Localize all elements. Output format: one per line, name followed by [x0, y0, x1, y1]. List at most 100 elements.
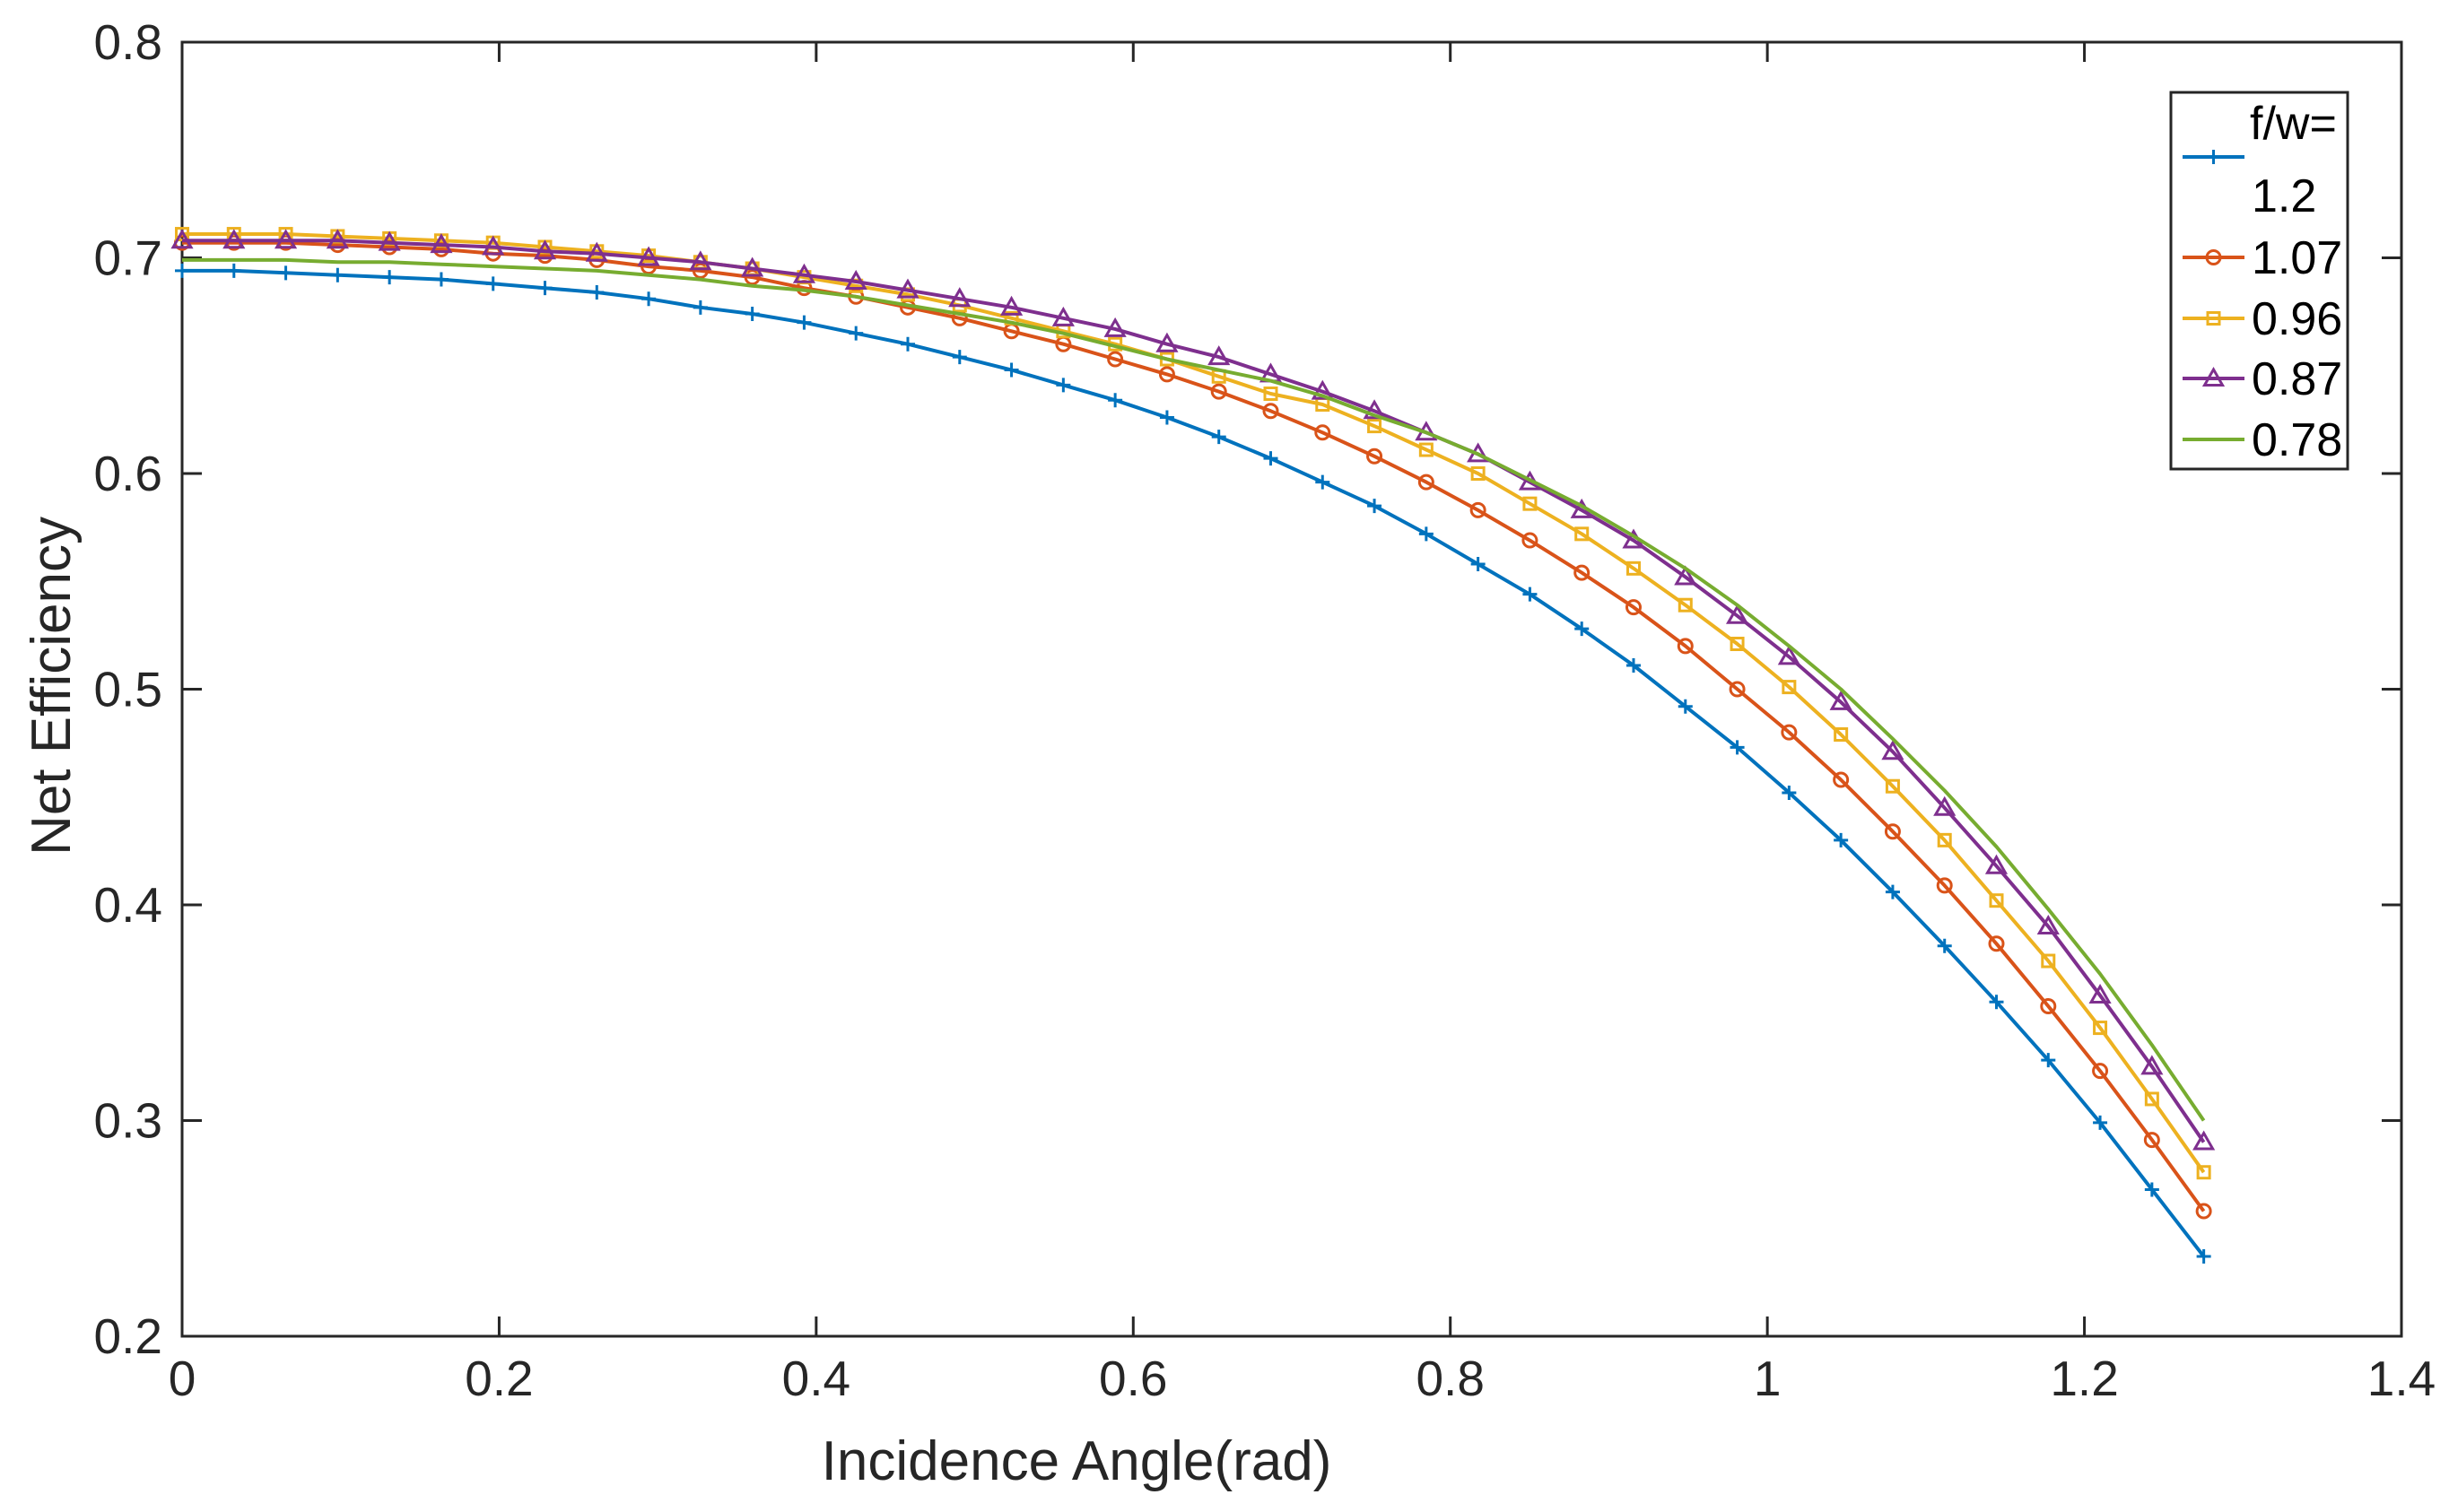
legend-title: f/w= [2250, 98, 2337, 150]
y-tick-label: 0.7 [94, 230, 162, 286]
data-point [1782, 680, 1797, 695]
data-point [326, 229, 349, 249]
data-point [1051, 306, 1075, 326]
y-tick-label: 0.6 [94, 446, 162, 501]
legend-label: 1.07 [2252, 232, 2342, 284]
data-point [952, 350, 967, 365]
data-point [1418, 526, 1434, 542]
data-point [430, 233, 453, 254]
data-point [1521, 532, 1538, 549]
y-tick-label: 0.4 [94, 877, 162, 933]
x-tick-label: 0.2 [465, 1351, 533, 1406]
y-tick-label: 0.8 [94, 14, 162, 70]
y-axis: 0.2 0.3 0.4 0.5 0.6 0.7 0.8 [94, 14, 2401, 1364]
data-point [849, 326, 864, 341]
data-point [1103, 317, 1127, 337]
legend-label: 0.87 [2252, 353, 2342, 405]
y-tick-label: 0.5 [94, 662, 162, 717]
data-point [1781, 724, 1798, 741]
data-point [274, 229, 298, 249]
data-point [1469, 501, 1486, 518]
data-point [2041, 953, 2056, 969]
data-point [844, 269, 867, 290]
y-tick-label: 0.2 [94, 1308, 162, 1364]
data-point [1315, 474, 1330, 490]
data-point [1777, 645, 1800, 665]
data-point [1367, 499, 1382, 514]
data-point [1834, 832, 1849, 847]
data-point [744, 269, 761, 286]
data-point [1730, 740, 1745, 755]
data-point [2192, 1130, 2216, 1151]
data-point [1263, 451, 1278, 466]
data-point [533, 239, 557, 260]
x-tick-label: 1.4 [2367, 1351, 2436, 1406]
data-point [999, 295, 1024, 316]
data-point [797, 315, 812, 330]
series-line [182, 239, 2206, 1143]
data-point [741, 256, 764, 277]
data-point [1988, 935, 2005, 952]
data-point [1834, 727, 1849, 743]
data-point [1211, 430, 1226, 445]
series-line [182, 240, 2206, 1212]
legend-marker [2205, 249, 2222, 265]
data-point [378, 230, 401, 251]
data-point [1574, 621, 1590, 637]
x-tick-label: 0.8 [1416, 1351, 1484, 1406]
data-point [1573, 564, 1591, 581]
data-point [1311, 379, 1334, 400]
data-point [1626, 658, 1641, 673]
plot-frame [180, 40, 2403, 1338]
series-line [182, 232, 2206, 1174]
x-axis-title: Incidence Angle(rad) [822, 1430, 1332, 1492]
legend-label: 1.2 [2252, 170, 2316, 222]
data-point [433, 272, 449, 287]
data-point [2092, 1063, 2109, 1080]
x-tick-label: 0.6 [1099, 1351, 1167, 1406]
data-point [1366, 448, 1383, 465]
data-point [1937, 938, 1952, 953]
data-point [1933, 795, 1957, 816]
plot-area [180, 40, 2403, 1338]
data-point [1730, 636, 1745, 651]
data-point [1937, 832, 1952, 847]
data-point [2196, 1165, 2211, 1180]
data-point [1729, 681, 1746, 698]
x-tick-label: 0 [169, 1351, 196, 1406]
data-point [1725, 604, 1749, 624]
data-point [901, 336, 915, 352]
y-tick-label: 0.3 [94, 1093, 162, 1149]
data-point [1984, 854, 2009, 874]
data-point [1936, 877, 1953, 894]
data-point [589, 284, 605, 300]
data-point [1625, 560, 1641, 576]
x-tick-label: 0.4 [782, 1351, 850, 1406]
series-line [182, 257, 2206, 1122]
series-layer [170, 227, 2216, 1264]
data-point [2143, 1132, 2160, 1149]
data-point [1885, 884, 1900, 899]
data-point [2144, 1091, 2159, 1107]
data-point [1159, 410, 1174, 425]
data-point [1004, 362, 1019, 378]
data-point [1470, 557, 1486, 572]
data-point [2036, 915, 2060, 935]
data-point [382, 270, 397, 285]
data-point [1108, 393, 1123, 408]
legend-marker [2201, 366, 2226, 387]
legend-label: 0.96 [2252, 293, 2342, 345]
data-point [1989, 893, 2004, 908]
data-point [1884, 823, 1901, 840]
data-point [2040, 998, 2057, 1015]
data-point [1881, 740, 1904, 760]
data-point [689, 250, 712, 271]
data-point [1417, 474, 1434, 491]
data-point [1829, 690, 1852, 710]
data-point [1367, 419, 1382, 434]
x-axis: 0 0.2 0.4 0.6 0.8 1 1.2 1.4 [169, 42, 2436, 1406]
data-point [1674, 565, 1697, 586]
legend-marker [2206, 150, 2221, 164]
data-point [1677, 638, 1694, 655]
data-point [2093, 1115, 2108, 1130]
